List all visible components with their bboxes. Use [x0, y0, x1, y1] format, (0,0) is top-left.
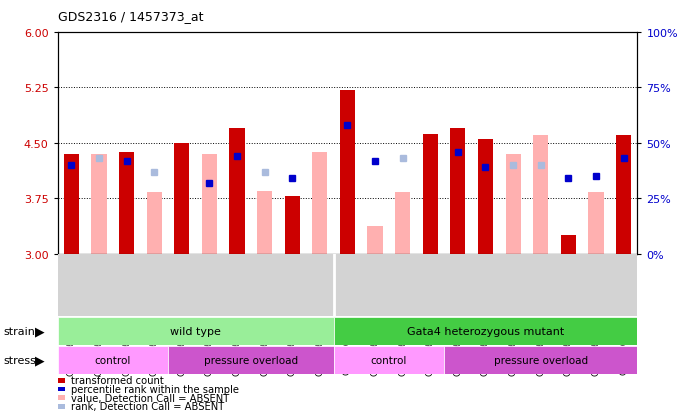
- Text: control: control: [371, 355, 407, 365]
- Bar: [92, 154, 106, 254]
- Bar: [64, 154, 79, 254]
- Bar: [334, 317, 637, 345]
- Bar: [202, 154, 217, 254]
- Text: pressure overload: pressure overload: [204, 355, 298, 365]
- Bar: [422, 135, 438, 254]
- Text: pressure overload: pressure overload: [494, 355, 588, 365]
- Text: Gata4 heterozygous mutant: Gata4 heterozygous mutant: [407, 326, 564, 336]
- Bar: [334, 346, 444, 374]
- Text: control: control: [95, 355, 131, 365]
- Text: stress: stress: [3, 355, 36, 365]
- Bar: [229, 129, 245, 254]
- Bar: [146, 193, 162, 254]
- Bar: [444, 346, 637, 374]
- Bar: [478, 140, 493, 254]
- Bar: [450, 129, 466, 254]
- Bar: [119, 152, 134, 254]
- Text: wild type: wild type: [170, 326, 221, 336]
- Text: ▶: ▶: [35, 324, 45, 337]
- Text: strain: strain: [3, 326, 35, 336]
- Bar: [257, 191, 273, 254]
- Bar: [174, 143, 189, 254]
- Text: rank, Detection Call = ABSENT: rank, Detection Call = ABSENT: [71, 401, 224, 411]
- Bar: [616, 136, 631, 254]
- Bar: [340, 90, 355, 254]
- Bar: [395, 193, 410, 254]
- Text: value, Detection Call = ABSENT: value, Detection Call = ABSENT: [71, 393, 228, 403]
- Text: ▶: ▶: [35, 353, 45, 366]
- Bar: [285, 197, 300, 254]
- Text: percentile rank within the sample: percentile rank within the sample: [71, 384, 239, 394]
- Bar: [589, 193, 603, 254]
- Bar: [367, 226, 382, 254]
- Bar: [313, 152, 327, 254]
- Bar: [168, 346, 334, 374]
- Bar: [58, 346, 168, 374]
- Text: transformed count: transformed count: [71, 375, 163, 385]
- Text: GDS2316 / 1457373_at: GDS2316 / 1457373_at: [58, 10, 203, 23]
- Bar: [58, 317, 334, 345]
- Bar: [506, 154, 521, 254]
- Bar: [561, 235, 576, 254]
- Bar: [533, 136, 549, 254]
